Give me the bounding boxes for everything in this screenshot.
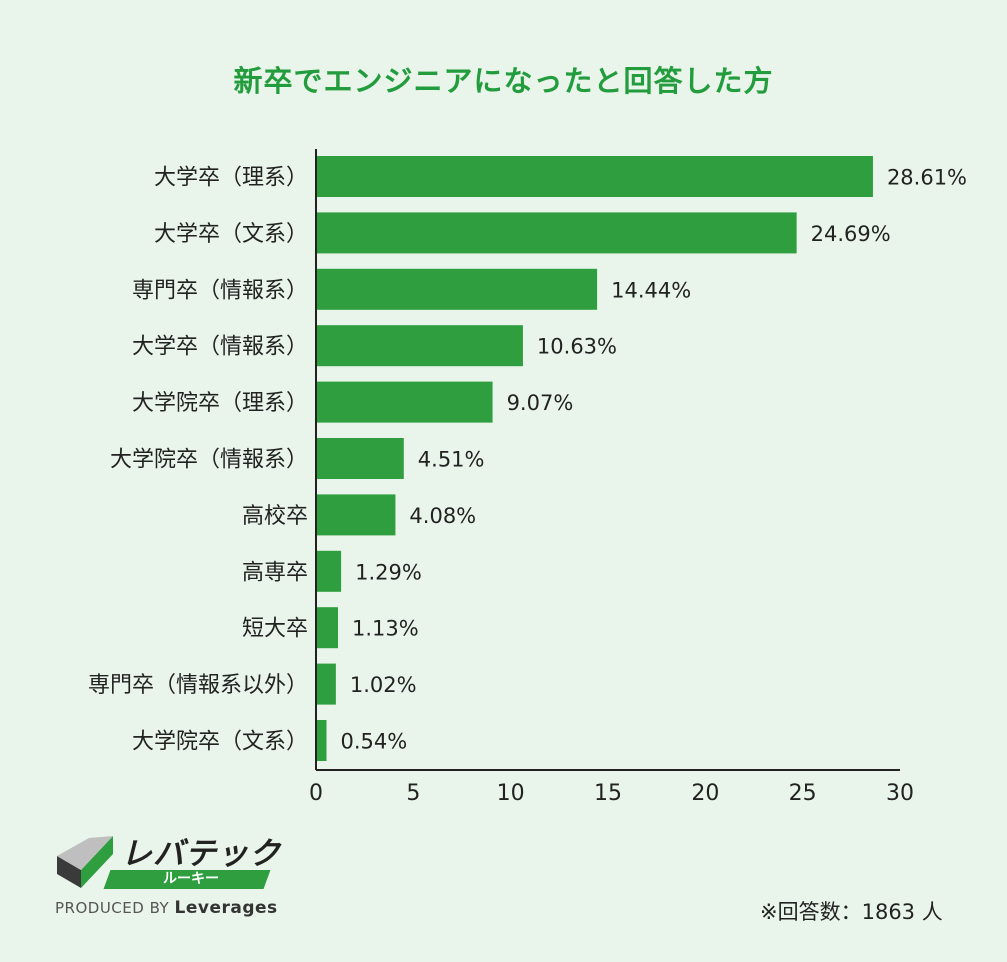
category-label: 大学卒（文系） [154, 222, 308, 247]
category-label: 高専卒 [242, 560, 308, 585]
bar [317, 550, 342, 592]
logo-credit-brand: Leverages [174, 898, 278, 918]
bar [317, 663, 336, 705]
bar [317, 381, 493, 423]
bar [317, 720, 327, 761]
checkmark-logo-icon [57, 836, 113, 888]
value-label: 4.08% [409, 504, 476, 528]
value-label: 1.29% [355, 560, 422, 584]
category-label: 専門卒（情報系） [132, 278, 308, 303]
x-tick-label: 5 [406, 781, 420, 806]
value-label: 24.69% [811, 222, 891, 246]
bar-chart: 大学卒（理系） 28.61% 大学卒（文系） 24.69% 専門卒（情報系） 14.44%… [88, 149, 967, 806]
bar [317, 494, 396, 536]
x-tick-label: 15 [594, 781, 622, 806]
x-tick-label: 10 [497, 781, 525, 806]
logo-credit: PRODUCED BY Leverages [55, 898, 278, 918]
category-label: 専門卒（情報系以外） [88, 673, 308, 698]
bar [317, 212, 797, 254]
category-label: 短大卒 [242, 617, 308, 642]
value-label: 10.63% [537, 335, 617, 359]
value-label: 1.13% [352, 617, 419, 641]
labels-layer: 大学卒（理系） 28.61% 大学卒（文系） 24.69% 専門卒（情報系） 14.44%… [88, 166, 967, 755]
bar [317, 156, 873, 197]
x-tick-label: 25 [789, 781, 817, 806]
bar [317, 438, 404, 479]
ticks-layer: 0 5 10 15 20 25 30 [309, 781, 914, 806]
leverages-logo: レバテック ルーキー PRODUCED BY Leverages [55, 828, 285, 923]
chart-title: 新卒でエンジニアになったと回答した方 [233, 64, 774, 98]
value-label: 1.02% [350, 673, 417, 697]
value-label: 14.44% [611, 278, 691, 302]
respondent-count: ※回答数：1863 人 [760, 900, 943, 924]
value-label: 0.54% [341, 730, 408, 754]
value-label: 28.61% [887, 166, 967, 190]
logo-sub: ルーキー [163, 871, 219, 887]
category-label: 大学卒（理系） [154, 166, 308, 191]
value-label: 9.07% [507, 391, 574, 415]
x-tick-label: 20 [691, 781, 719, 806]
category-label: 大学院卒（文系） [132, 730, 308, 755]
logo-credit-prefix: PRODUCED BY [55, 899, 170, 917]
category-label: 高校卒 [242, 504, 308, 529]
category-label: 大学院卒（情報系） [110, 448, 308, 473]
bar [317, 325, 523, 367]
x-tick-label: 0 [309, 781, 323, 806]
x-tick-label: 30 [886, 781, 914, 806]
category-label: 大学卒（情報系） [132, 335, 308, 360]
logo-name: レバテック [121, 836, 281, 872]
bars-layer [317, 156, 873, 761]
value-label: 4.51% [418, 448, 485, 472]
bar [317, 607, 338, 649]
bar [317, 268, 598, 310]
category-label: 大学院卒（理系） [132, 391, 308, 416]
